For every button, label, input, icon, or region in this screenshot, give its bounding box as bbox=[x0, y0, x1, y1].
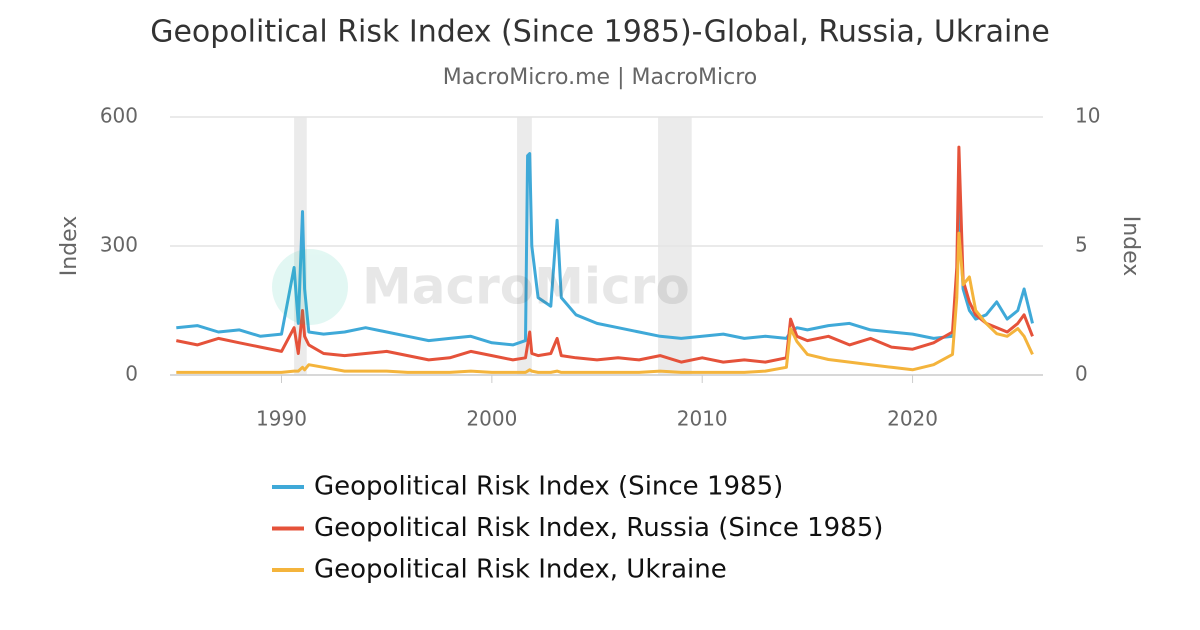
watermark-text: MacroMicro bbox=[362, 258, 690, 316]
x-tick-label: 2000 bbox=[466, 407, 517, 431]
x-tick-label: 2020 bbox=[887, 407, 938, 431]
y2-axis-label: Index bbox=[1118, 216, 1143, 277]
watermark-logo bbox=[272, 249, 348, 325]
y-tick-label: 0 bbox=[125, 362, 138, 386]
y2-tick-label: 10 bbox=[1075, 104, 1100, 128]
legend-label: Geopolitical Risk Index, Ukraine bbox=[314, 555, 727, 585]
chart-subtitle: MacroMicro.me | MacroMicro bbox=[443, 65, 758, 90]
y2-tick-label: 0 bbox=[1075, 362, 1088, 386]
y2-tick-label: 5 bbox=[1075, 233, 1088, 257]
series-line bbox=[176, 231, 1034, 374]
y-tick-label: 600 bbox=[100, 104, 138, 128]
x-tick-label: 1990 bbox=[256, 407, 307, 431]
legend-label: Geopolitical Risk Index (Since 1985) bbox=[314, 472, 783, 502]
chart-title: Geopolitical Risk Index (Since 1985)-Glo… bbox=[150, 15, 1050, 50]
y-axis-label: Index bbox=[57, 216, 82, 277]
y-tick-label: 300 bbox=[100, 233, 138, 257]
legend-label: Geopolitical Risk Index, Russia (Since 1… bbox=[314, 513, 883, 543]
x-tick-label: 2010 bbox=[677, 407, 728, 431]
watermark: MacroMicro bbox=[272, 249, 690, 325]
